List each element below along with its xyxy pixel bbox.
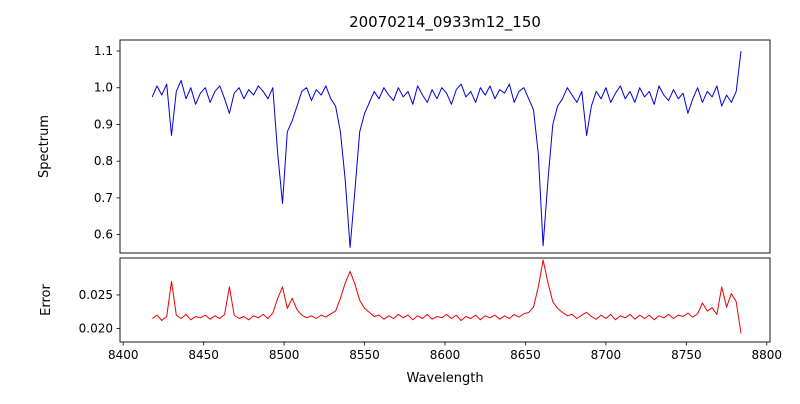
error-y-tick-label: 0.020 <box>79 322 113 336</box>
chart-title: 20070214_0933m12_150 <box>349 13 541 32</box>
spectrum-y-tick-label: 0.9 <box>94 117 113 131</box>
x-tick-label: 8700 <box>591 348 622 362</box>
error-y-tick-label: 0.025 <box>79 288 113 302</box>
x-tick-label: 8500 <box>269 348 300 362</box>
spectrum-panel-border <box>119 39 771 254</box>
spectrum-y-tick-label: 0.8 <box>94 154 113 168</box>
error-line <box>151 259 742 334</box>
x-tick-label: 8600 <box>430 348 461 362</box>
x-tick-label: 8450 <box>188 348 219 362</box>
x-axis-label: Wavelength <box>406 371 483 386</box>
spectrum-y-tick-label: 1.0 <box>94 81 113 95</box>
x-tick-label: 8800 <box>752 348 783 362</box>
spectrum-y-tick-label: 0.7 <box>94 191 113 205</box>
spectrum-y-tick-label: 1.1 <box>94 44 113 58</box>
error-y-axis-label: Error <box>39 284 54 316</box>
spectrum-y-axis-label: Spectrum <box>37 115 52 178</box>
x-tick-label: 8400 <box>108 348 139 362</box>
x-tick-label: 8650 <box>510 348 541 362</box>
spectrum-y-tick-label: 0.6 <box>94 228 113 242</box>
x-tick-label: 8550 <box>349 348 380 362</box>
spectrum-line <box>151 50 742 248</box>
x-tick-label: 8750 <box>671 348 702 362</box>
error-panel-border <box>119 257 771 343</box>
